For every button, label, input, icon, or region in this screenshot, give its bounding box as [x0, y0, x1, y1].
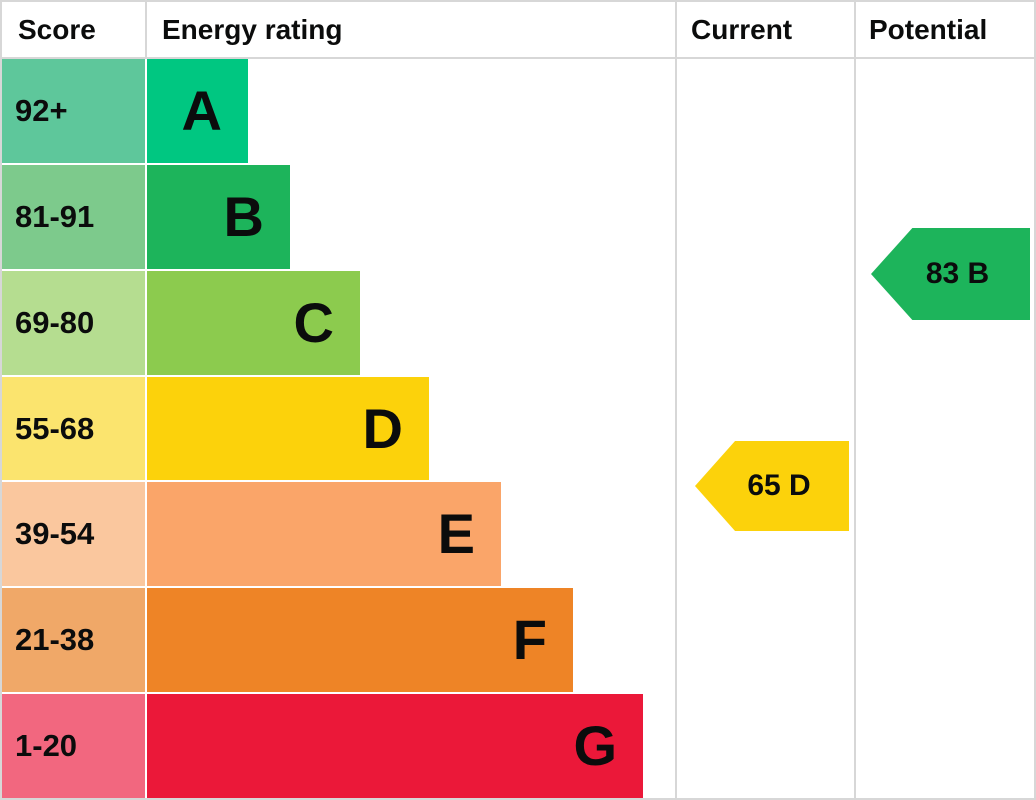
band-row-a: 92+ A: [2, 59, 1034, 163]
band-bar-f: F: [147, 588, 573, 693]
band-row-e: 39-54 E: [2, 482, 1034, 587]
band-row-c: 69-80 C: [2, 270, 1034, 375]
band-score-range-g: 1-20: [2, 694, 145, 798]
band-bar-e: E: [147, 482, 501, 587]
current-column-divider: [675, 2, 677, 798]
potential-column-divider: [854, 2, 856, 798]
band-score-range-d: 55-68: [2, 376, 145, 481]
header-energy-rating-label: Energy rating: [162, 13, 343, 45]
header-score-label: Score: [18, 13, 96, 45]
band-bar-c: C: [147, 270, 360, 375]
band-bar-zone: G: [145, 694, 1034, 798]
current-rating-label: 65 D: [747, 469, 811, 502]
header-score: Score: [2, 2, 147, 57]
header-energy-rating: Energy rating: [147, 2, 675, 57]
band-bar-g: G: [147, 694, 643, 798]
band-score-range-c: 69-80: [2, 270, 145, 375]
band-row-f: 21-38 F: [2, 588, 1034, 693]
band-bar-zone: D: [145, 376, 1034, 481]
band-rows: 92+ A 81-91 B 69-80 C 55-68 D 39-54 E 21…: [2, 59, 1034, 798]
band-bar-zone: E: [145, 482, 1034, 587]
header-potential: Potential: [854, 2, 1034, 57]
band-score-range-f: 21-38: [2, 588, 145, 693]
band-bar-a: A: [147, 59, 248, 163]
band-score-range-a: 92+: [2, 59, 145, 163]
band-row-d: 55-68 D: [2, 376, 1034, 481]
band-bar-zone: A: [145, 59, 1034, 163]
header-current-label: Current: [691, 13, 793, 45]
band-bar-zone: C: [145, 270, 1034, 375]
band-bar-zone: B: [145, 164, 1034, 269]
band-bar-zone: F: [145, 588, 1034, 693]
chart-header: Score Energy rating Current Potential: [2, 2, 1034, 59]
potential-rating-label: 83 B: [925, 257, 990, 290]
band-score-range-b: 81-91: [2, 164, 145, 269]
band-bar-b: B: [147, 164, 290, 269]
band-bar-d: D: [147, 376, 429, 481]
header-current: Current: [675, 2, 854, 57]
band-score-range-e: 39-54: [2, 482, 145, 587]
header-potential-label: Potential: [869, 13, 988, 45]
band-row-b: 81-91 B: [2, 164, 1034, 269]
band-row-g: 1-20 G: [2, 694, 1034, 798]
